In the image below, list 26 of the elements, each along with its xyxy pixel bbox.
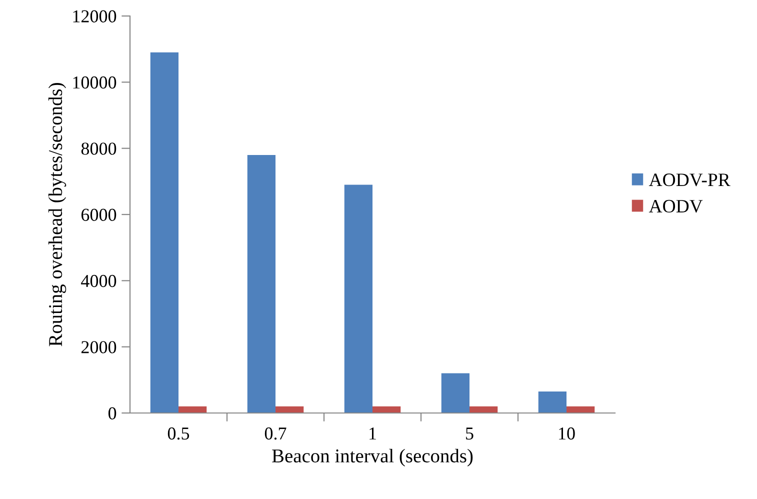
bar (538, 391, 566, 413)
bar (247, 154, 276, 413)
y-tick-label: 6000 (81, 208, 116, 221)
bar (441, 373, 470, 413)
y-tick-label: 4000 (81, 274, 116, 288)
bar (276, 406, 304, 413)
legend-label: AODV (648, 200, 703, 213)
x-tick-label: 10 (559, 427, 575, 440)
x-tick-label: 0.7 (264, 427, 286, 440)
bar (178, 406, 207, 413)
x-tick-label: 0.5 (168, 427, 190, 440)
bar (344, 184, 372, 413)
x-tick-label: 1 (370, 428, 376, 440)
x-axis-title: Beacon interval (seconds) (272, 448, 473, 466)
y-tick-label: 2000 (81, 341, 116, 354)
y-tick-label: 12000 (73, 10, 116, 22)
bar (372, 406, 401, 413)
bar (470, 406, 498, 413)
bar (150, 52, 178, 413)
x-tick-label: 5 (466, 428, 474, 440)
y-tick-label: 0 (108, 407, 116, 420)
y-tick-label: 8000 (81, 142, 116, 155)
y-axis-title: Routing overhead (bytes/seconds) (48, 83, 66, 346)
y-tick-label: 10000 (73, 76, 116, 89)
bar (566, 406, 595, 413)
legend-label: AODV-PR (648, 174, 730, 186)
